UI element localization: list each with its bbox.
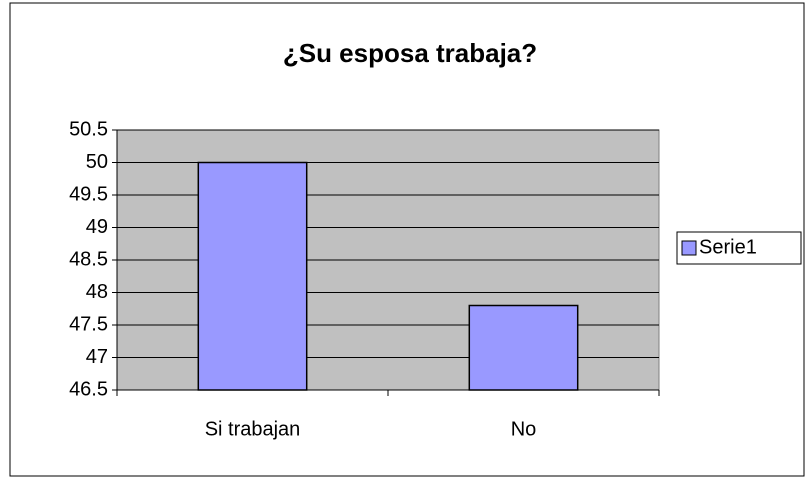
legend-swatch xyxy=(681,240,697,256)
x-tick-label: No xyxy=(511,418,537,440)
y-tick-label: 48.5 xyxy=(69,248,108,270)
legend-label: Serie1 xyxy=(699,236,757,258)
legend-box xyxy=(676,231,802,265)
y-tick-label: 49.5 xyxy=(69,183,108,205)
y-tick-label: 46.5 xyxy=(69,378,108,400)
y-tick-label: 47 xyxy=(86,346,108,368)
bar xyxy=(197,161,308,391)
bar xyxy=(468,304,579,391)
y-tick-label: 50.5 xyxy=(69,118,108,140)
y-tick-label: 47.5 xyxy=(69,313,108,335)
x-tick-label: Si trabajan xyxy=(205,418,301,440)
y-tick-label: 48 xyxy=(86,281,108,303)
chart-title: ¿Su esposa trabaja? xyxy=(283,38,537,68)
y-tick-label: 49 xyxy=(86,216,108,238)
y-tick-label: 50 xyxy=(86,151,108,173)
